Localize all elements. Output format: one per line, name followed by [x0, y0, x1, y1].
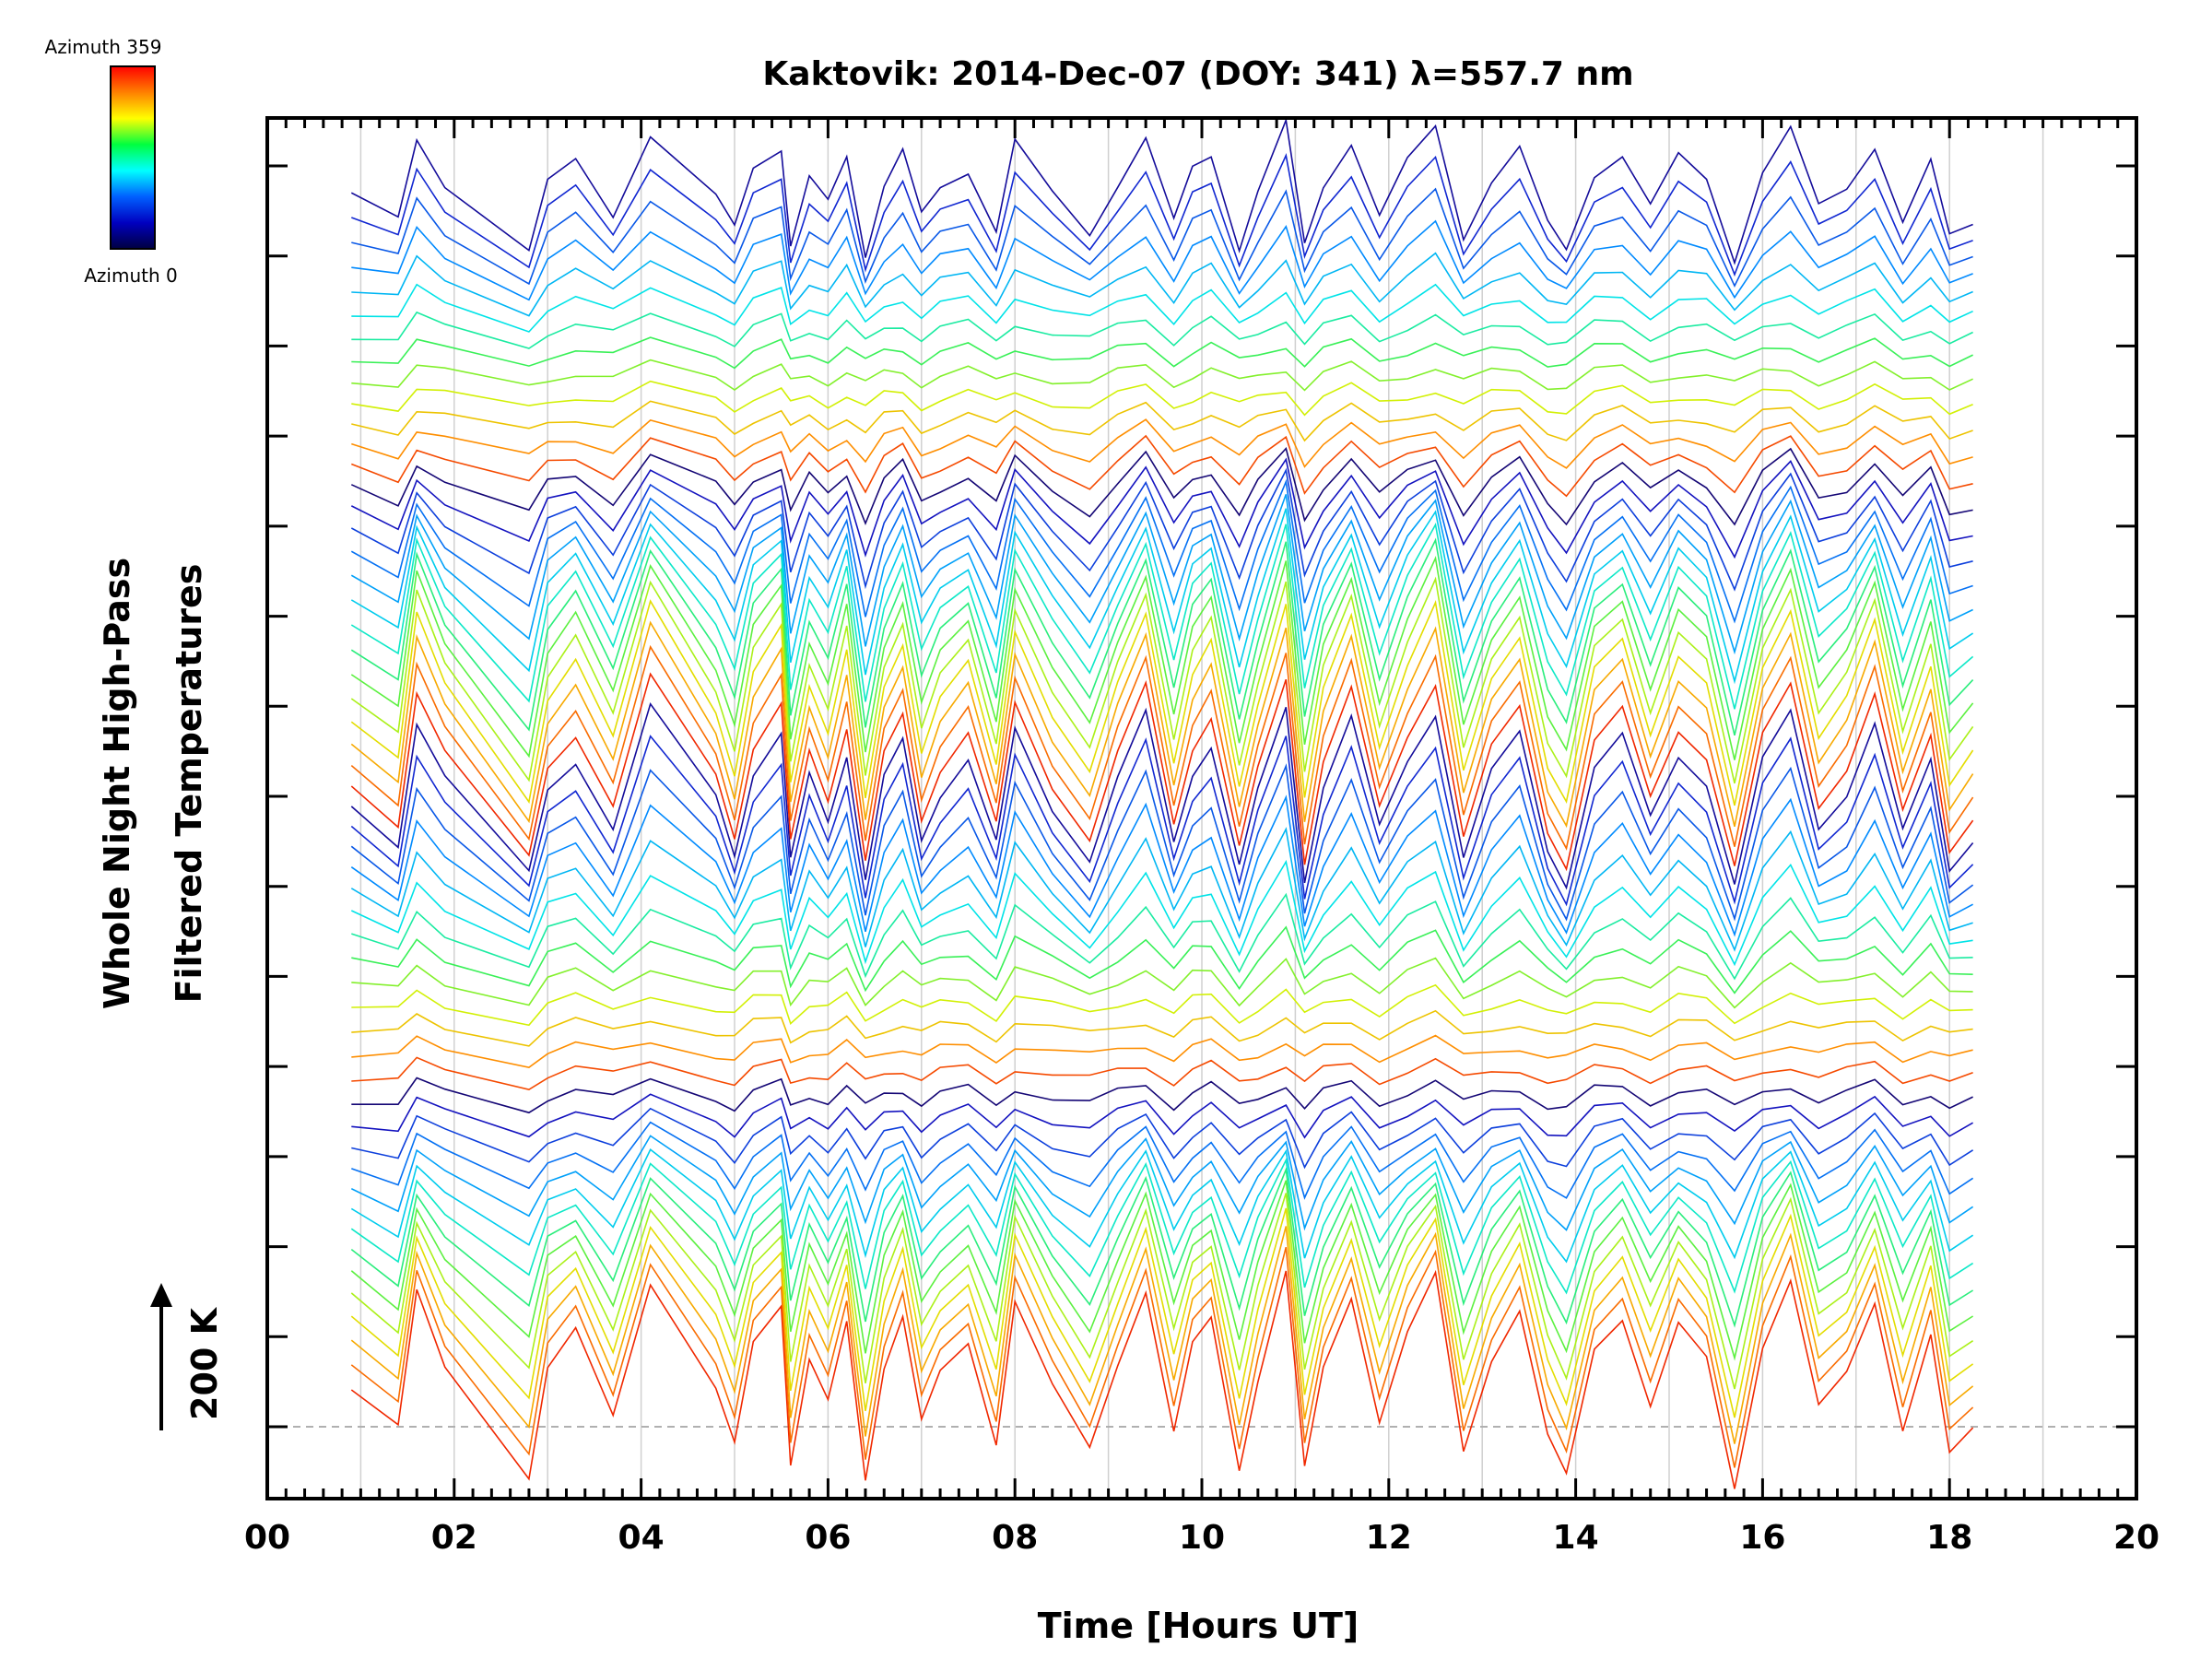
x-tick-label: 08: [992, 1519, 1038, 1557]
azimuth-series-line: [350, 735, 1974, 907]
azimuth-series-line: [350, 702, 1974, 890]
series-group: [350, 118, 1974, 1489]
azimuth-series-line: [350, 599, 1974, 806]
azimuth-series-line: [351, 1056, 1973, 1091]
azimuth-series-line: [350, 859, 1973, 967]
x-tick-label: 06: [805, 1519, 851, 1557]
azimuth-series-line: [351, 1009, 1973, 1047]
azimuth-series-line: [350, 457, 1973, 559]
azimuth-series-line: [350, 523, 1974, 710]
azimuth-series-line: [351, 187, 1973, 288]
azimuth-series-line: [351, 957, 1973, 1009]
azimuth-series-line: [351, 252, 1973, 317]
x-tick-label: 00: [244, 1519, 290, 1557]
azimuth-series-line: [351, 283, 1973, 333]
x-tick-label: 02: [431, 1519, 477, 1557]
azimuth-series-line: [350, 508, 1974, 685]
azimuth-series-line: [350, 1148, 1974, 1264]
azimuth-series-line: [351, 219, 1973, 301]
azimuth-series-line: [351, 434, 1973, 498]
azimuth-series-line: [350, 1135, 1974, 1231]
azimuth-series-line: [351, 1034, 1973, 1069]
azimuth-series-line: [350, 1193, 1974, 1390]
azimuth-series-line: [351, 311, 1973, 349]
x-axis-title: Time [Hours UT]: [1038, 1606, 1359, 1646]
colorbar: [110, 65, 156, 250]
azimuth-series-line: [350, 494, 1973, 655]
x-tick-label: 18: [1926, 1519, 1972, 1557]
azimuth-series-line: [350, 1166, 1974, 1328]
azimuth-series-line: [351, 153, 1973, 277]
azimuth-series-line: [351, 925, 1973, 994]
azimuth-series-line: [350, 446, 1973, 526]
colorbar-bottom-label: Azimuth 0: [84, 265, 178, 287]
scale-label: 200 K: [184, 1306, 225, 1420]
x-tick-label: 20: [2113, 1519, 2159, 1557]
y-axis-title-line1: Whole Night High-Pass: [97, 558, 137, 1009]
azimuth-series-line: [350, 1226, 1974, 1444]
azimuth-series-line: [350, 827, 1973, 952]
x-tick-label: 14: [1553, 1519, 1599, 1557]
azimuth-series-line: [350, 1269, 1974, 1489]
azimuth-series-line: [350, 467, 1973, 592]
azimuth-series-line: [351, 1121, 1974, 1200]
azimuth-series-line: [351, 1107, 1974, 1170]
azimuth-series-line: [350, 763, 1974, 922]
azimuth-series-line: [350, 537, 1974, 735]
azimuth-series-line: [351, 892, 1973, 981]
azimuth-series-line: [351, 1077, 1973, 1114]
x-tick-label: 12: [1366, 1519, 1412, 1557]
azimuth-series-line: [350, 1207, 1974, 1418]
azimuth-series-line: [351, 1093, 1973, 1139]
azimuth-series-line: [351, 359, 1973, 392]
azimuth-series-line: [350, 1158, 1974, 1295]
scale-arrow-head: [150, 1283, 172, 1307]
azimuth-series-line: [350, 644, 1974, 851]
x-tick-label: 04: [618, 1519, 665, 1557]
colorbar-top-label: Azimuth 359: [45, 36, 162, 58]
y-axis-title-line2: Filtered Temperatures: [169, 564, 209, 1004]
azimuth-series-line: [350, 556, 1974, 760]
azimuth-series-line: [350, 1247, 1974, 1468]
azimuth-series-line: [351, 380, 1973, 417]
azimuth-series-line: [350, 478, 1973, 624]
azimuth-series-line: [350, 576, 1974, 784]
azimuth-series-line: [351, 400, 1973, 442]
x-tick-label: 16: [1739, 1519, 1785, 1557]
azimuth-series-line: [350, 1180, 1974, 1361]
azimuth-series-line: [350, 672, 1974, 872]
azimuth-series-line: [351, 418, 1973, 469]
x-tick-label: 10: [1179, 1519, 1225, 1557]
chart-title: Kaktovik: 2014-Dec-07 (DOY: 341) λ=557.7…: [762, 55, 1633, 93]
azimuth-series-line: [350, 118, 1973, 265]
azimuth-series-line: [351, 983, 1973, 1027]
azimuth-series-line: [350, 620, 1974, 829]
azimuth-series-line: [350, 794, 1973, 937]
azimuth-series-line: [351, 336, 1973, 370]
